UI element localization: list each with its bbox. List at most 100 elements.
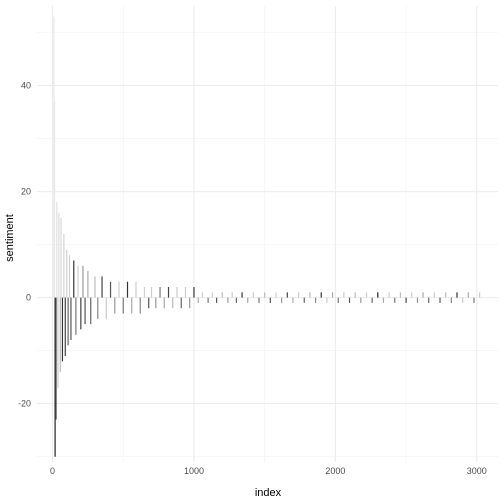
bar: [247, 297, 249, 303]
y-tick-label: -20: [18, 399, 31, 409]
bar: [343, 292, 345, 298]
bar: [258, 297, 260, 303]
bar: [167, 287, 170, 298]
bar: [197, 297, 199, 303]
y-tick-label: 20: [21, 187, 31, 197]
bar: [70, 297, 72, 341]
bar: [281, 297, 283, 303]
bar: [55, 297, 57, 420]
bar: [80, 297, 82, 330]
bar: [269, 297, 271, 303]
bar: [439, 297, 441, 303]
bar: [394, 297, 396, 303]
bar: [348, 297, 351, 303]
y-axis-title: sentiment: [4, 214, 16, 262]
bar: [64, 297, 66, 356]
x-tick-label: 0: [50, 466, 55, 476]
bar: [61, 297, 64, 362]
bar: [126, 281, 129, 298]
bar: [473, 297, 475, 303]
y-tick-labels: -20 0 20 40: [18, 81, 31, 409]
bar: [180, 297, 182, 309]
bar: [382, 297, 385, 303]
bar: [354, 292, 356, 298]
bar: [264, 292, 266, 298]
bar: [292, 297, 294, 303]
bar: [298, 292, 300, 298]
bar: [303, 297, 305, 303]
bar: [135, 281, 137, 298]
bar: [360, 297, 362, 303]
bar: [54, 297, 56, 457]
bar: [211, 292, 213, 298]
bar: [131, 297, 133, 314]
bar: [189, 297, 191, 309]
bar: [155, 297, 157, 309]
bar: [105, 297, 107, 319]
bar: [221, 292, 223, 298]
x-axis-title: index: [255, 487, 282, 499]
bar: [286, 292, 288, 298]
bar: [66, 249, 68, 298]
bar: [416, 297, 418, 303]
y-tick-label: 0: [26, 293, 31, 303]
bar: [67, 297, 69, 346]
x-tick-label: 2000: [325, 466, 345, 476]
bar: [252, 292, 254, 298]
x-tick-labels: 0 1000 2000 3000: [50, 466, 487, 476]
bar: [193, 287, 195, 298]
bar: [371, 297, 373, 303]
minor-gridlines: [37, 6, 498, 462]
bar: [201, 292, 204, 298]
bar: [172, 297, 174, 309]
bar: [176, 287, 178, 298]
bar: [467, 292, 469, 298]
x-tick-label: 3000: [467, 466, 487, 476]
bar: [63, 234, 65, 298]
bar: [143, 287, 146, 298]
bar: [114, 297, 116, 314]
bar: [422, 292, 424, 298]
bar: [56, 202, 58, 298]
bars: [53, 16, 481, 457]
major-gridlines: [37, 6, 498, 462]
bar: [411, 292, 413, 298]
bar: [207, 297, 209, 303]
bar: [163, 297, 165, 309]
bar: [365, 292, 368, 298]
bar: [445, 292, 447, 298]
bar: [77, 265, 79, 298]
bar: [337, 297, 339, 303]
bar: [57, 297, 59, 388]
bar: [84, 297, 86, 325]
bar: [150, 287, 153, 298]
x-tick-label: 1000: [184, 466, 204, 476]
bar: [101, 276, 103, 298]
bar: [75, 297, 77, 335]
bar: [462, 297, 464, 303]
bar: [377, 292, 379, 298]
bar: [320, 292, 322, 298]
bar: [405, 297, 407, 303]
bar: [60, 218, 62, 298]
bar: [148, 297, 150, 309]
bar: [231, 292, 233, 298]
bar: [122, 297, 124, 314]
bar: [82, 265, 84, 298]
bar: [479, 292, 481, 298]
bar: [399, 292, 402, 298]
bar: [118, 281, 120, 298]
bar: [90, 297, 92, 325]
bar: [94, 276, 96, 298]
bar: [309, 292, 311, 298]
bar: [275, 292, 277, 298]
bar: [388, 292, 390, 298]
bar: [184, 287, 187, 298]
bar: [456, 292, 458, 298]
bar: [450, 297, 452, 303]
bar: [215, 297, 218, 303]
bar: [73, 260, 75, 298]
bar: [58, 212, 60, 298]
bar: [97, 297, 99, 319]
